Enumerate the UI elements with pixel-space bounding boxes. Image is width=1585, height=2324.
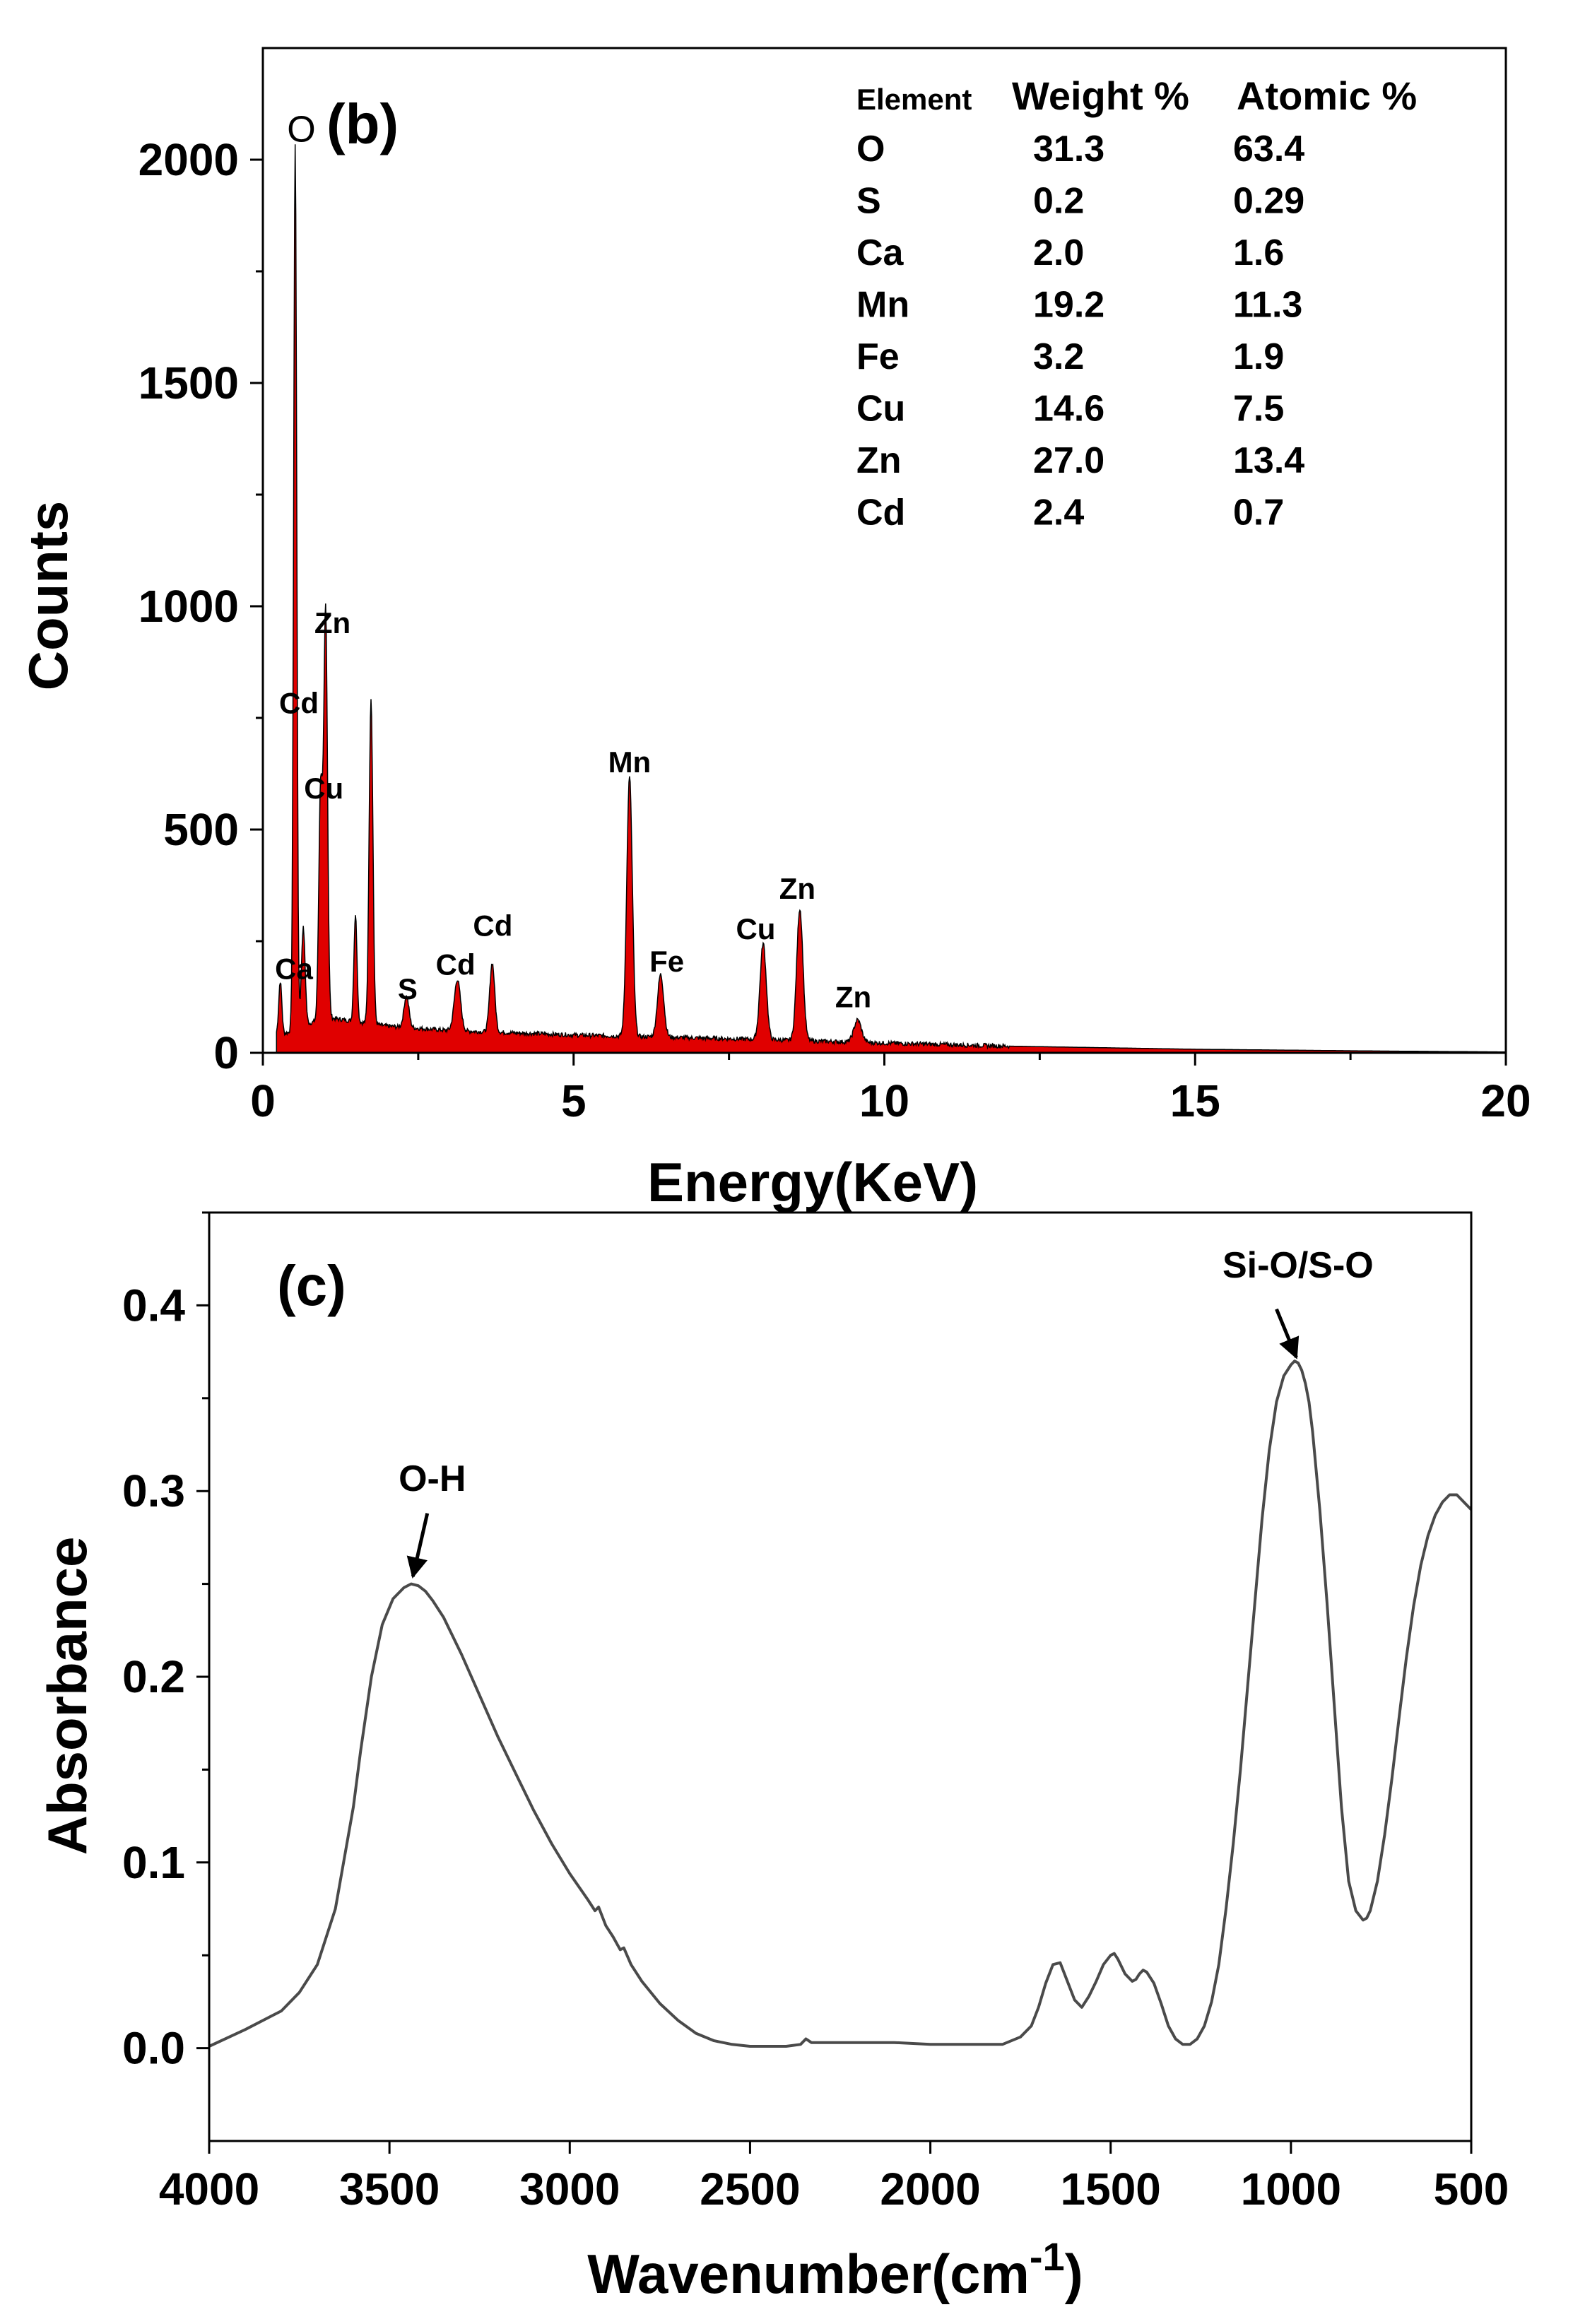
eds-peak-label: Cd: [279, 687, 319, 720]
table-cell: Zn: [856, 440, 902, 481]
table-cell: S: [856, 181, 881, 222]
table-cell: 2.0: [1033, 232, 1084, 273]
sio-arrow-icon: [1275, 1308, 1300, 1359]
eds-y-tick-label: 2000: [139, 134, 239, 185]
table-cell: Fe: [856, 336, 900, 377]
ftir-plot-frame: [208, 1211, 1473, 2142]
eds-peak-label: S: [398, 972, 418, 1005]
eds-peak-label: Mn: [608, 745, 652, 779]
eds-x-tick-label: 15: [1170, 1075, 1220, 1126]
table-cell: Cu: [856, 389, 905, 430]
eds-peak-label: O: [287, 110, 315, 151]
eds-y-tick-label: 1500: [139, 358, 239, 408]
table-cell: 7.5: [1233, 389, 1284, 430]
eds-peak-label: Fe: [649, 945, 684, 978]
table-cell: O: [856, 129, 885, 170]
composition-table: Element Weight % Atomic % O 31.3 63.4 S 0.2 0.29…: [856, 73, 1417, 533]
panel-label-c: (c): [277, 1254, 346, 1317]
ftir-x-tick-label: 4000: [159, 2164, 259, 2214]
ftir-y-axis-label: Absorbance: [36, 1537, 98, 1856]
eds-plot-frame: [261, 47, 1507, 1054]
ftir-y-tick-label: 0.3: [122, 1465, 185, 1516]
ftir-x-axis-label-superscript: -1: [1030, 2234, 1065, 2279]
ftir-y-tick-label: 0.0: [122, 2023, 185, 2074]
ftir-x-tick-label: 3500: [339, 2164, 440, 2214]
eds-peak-label: Cu: [736, 912, 775, 945]
table-cell: 11.3: [1233, 285, 1302, 326]
eds-y-tick-label: 0: [213, 1027, 239, 1078]
ftir-spectrum-line: [208, 1359, 1473, 2048]
eds-peak-label: Cd: [473, 909, 512, 942]
eds-peak-label: Cu: [304, 772, 343, 805]
ftir-y-tick-label: 0.4: [122, 1280, 185, 1331]
table-cell: Mn: [856, 285, 909, 326]
ftir-x-tick-label: 2500: [700, 2164, 800, 2214]
oh-arrow-icon: [406, 1513, 430, 1579]
table-header-cell: Weight %: [1012, 73, 1189, 118]
eds-spectrum-area: [276, 144, 1507, 1054]
table-cell: 0.2: [1033, 181, 1084, 222]
ftir-x-axis-label-main: Wavenumber(cm: [587, 2243, 1030, 2305]
eds-y-axis-label: Counts: [17, 501, 79, 691]
eds-x-tick-label: 20: [1480, 1075, 1531, 1126]
ftir-y-tick-label: 0.2: [122, 1651, 185, 1702]
table-cell: 19.2: [1033, 285, 1104, 326]
table-cell: 13.4: [1233, 440, 1304, 481]
eds-peak-label: Zn: [779, 872, 815, 905]
ftir-x-tick-label: 1500: [1061, 2164, 1161, 2214]
eds-peak-label: Cd: [436, 948, 476, 981]
eds-x-tick-label: 10: [859, 1075, 909, 1126]
ftir-x-tick-label: 1000: [1241, 2164, 1341, 2214]
eds-x-tick-label: 5: [561, 1075, 587, 1126]
eds-x-axis-label: Energy(KeV): [647, 1151, 978, 1213]
ftir-x-tick-label: 3000: [519, 2164, 620, 2214]
eds-y-tick-label: 1000: [139, 581, 239, 632]
table-cell: 2.4: [1033, 492, 1084, 533]
oh-peak-label: O-H: [399, 1458, 466, 1499]
ftir-y-tick-label: 0.1: [122, 1837, 185, 1888]
table-cell: Ca: [856, 232, 905, 273]
ftir-spectrum-panel: 4000 3500 3000 2500 2000 1500 1000 500 0.0 0.1 0.2…: [36, 1211, 1509, 2305]
sio-peak-label: Si-O/S-O: [1222, 1245, 1374, 1286]
eds-x-tick-label: 0: [250, 1075, 276, 1126]
ftir-spectrum-plot: 4000 3500 3000 2500 2000 1500 1000 500 0.0 0.1 0.2…: [122, 1211, 1509, 2214]
table-cell: 63.4: [1233, 129, 1304, 170]
eds-spectrum-plot: 0 5 10 15 20 0 500 1000 1500 2000 O Zn Cd Cu Ca S Cd Cd Mn…: [139, 47, 1531, 1126]
table-cell: 3.2: [1033, 336, 1084, 377]
eds-spectrum-panel: 0 5 10 15 20 0 500 1000 1500 2000 O Zn Cd Cu Ca S Cd Cd Mn…: [17, 47, 1531, 1213]
ftir-x-tick-label: 500: [1434, 2164, 1509, 2214]
ftir-x-axis-label-suffix: ): [1065, 2243, 1083, 2305]
eds-peak-label: Zn: [835, 981, 871, 1014]
ftir-x-tick-label: 2000: [880, 2164, 980, 2214]
eds-peak-label: Ca: [275, 952, 313, 986]
eds-y-tick-label: 500: [163, 804, 239, 855]
table-cell: 1.9: [1233, 336, 1284, 377]
ftir-x-axis-label: Wavenumber(cm-1): [587, 2234, 1083, 2305]
table-cell: 0.7: [1233, 492, 1284, 533]
table-cell: 27.0: [1033, 440, 1104, 481]
table-header-cell: Element: [856, 83, 972, 116]
table-cell: 0.29: [1233, 181, 1304, 222]
table-cell: 14.6: [1033, 389, 1104, 430]
table-cell: 31.3: [1033, 129, 1104, 170]
table-cell: 1.6: [1233, 232, 1284, 273]
table-cell: Cd: [856, 492, 905, 533]
table-header-cell: Atomic %: [1237, 73, 1417, 118]
panel-label-b: (b): [326, 93, 399, 155]
eds-peak-label: Zn: [314, 606, 350, 639]
